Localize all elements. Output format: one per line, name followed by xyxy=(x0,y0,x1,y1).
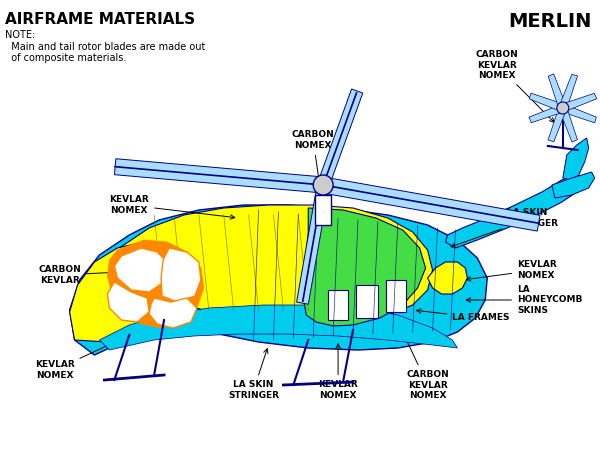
Circle shape xyxy=(557,102,569,114)
Polygon shape xyxy=(529,104,565,123)
Text: KEVLAR
NOMEX: KEVLAR NOMEX xyxy=(109,195,235,219)
Polygon shape xyxy=(70,243,181,342)
Polygon shape xyxy=(100,305,457,350)
Polygon shape xyxy=(119,205,433,322)
Polygon shape xyxy=(548,107,566,142)
Text: LA SKIN
STRINGER: LA SKIN STRINGER xyxy=(228,349,279,400)
Polygon shape xyxy=(115,248,167,292)
Polygon shape xyxy=(561,93,597,112)
Text: LA SKIN
STRINGER: LA SKIN STRINGER xyxy=(451,208,558,247)
Text: AIRFRAME MATERIALS: AIRFRAME MATERIALS xyxy=(5,12,195,27)
Polygon shape xyxy=(386,280,406,312)
Polygon shape xyxy=(70,205,487,355)
Polygon shape xyxy=(559,106,577,142)
Text: KEVLAR
NOMEX: KEVLAR NOMEX xyxy=(466,260,557,281)
Text: CARBON
KEVLAR
NOMEX: CARBON KEVLAR NOMEX xyxy=(476,50,554,122)
Polygon shape xyxy=(322,177,540,231)
Polygon shape xyxy=(107,240,204,328)
Polygon shape xyxy=(149,298,197,328)
Polygon shape xyxy=(328,290,348,320)
Polygon shape xyxy=(303,208,425,326)
Polygon shape xyxy=(563,138,589,180)
Polygon shape xyxy=(107,282,149,322)
Polygon shape xyxy=(562,104,596,123)
Polygon shape xyxy=(115,159,324,193)
Polygon shape xyxy=(161,248,201,302)
Text: CARBON
KEVLAR: CARBON KEVLAR xyxy=(38,265,160,285)
Text: CARBON
NOMEX: CARBON NOMEX xyxy=(292,130,335,206)
Polygon shape xyxy=(445,175,584,248)
FancyBboxPatch shape xyxy=(315,195,331,225)
Polygon shape xyxy=(548,74,566,110)
Polygon shape xyxy=(552,172,595,198)
Text: NOTE:
  Main and tail rotor blades are made out
  of composite materials.: NOTE: Main and tail rotor blades are mad… xyxy=(5,30,205,63)
Text: LA
HONEYCOMB
SKINS: LA HONEYCOMB SKINS xyxy=(466,285,583,315)
Polygon shape xyxy=(356,285,378,318)
Text: KEVLAR
NOMEX: KEVLAR NOMEX xyxy=(318,344,358,400)
Text: CARBON
KEVLAR
NOMEX: CARBON KEVLAR NOMEX xyxy=(404,335,449,400)
Polygon shape xyxy=(428,262,467,294)
Circle shape xyxy=(313,175,333,195)
Text: KEVLAR
NOMEX: KEVLAR NOMEX xyxy=(35,342,116,380)
Text: LA FRAMES: LA FRAMES xyxy=(416,309,510,322)
Text: MERLIN: MERLIN xyxy=(508,12,592,31)
Polygon shape xyxy=(559,74,578,109)
Polygon shape xyxy=(317,89,363,187)
Polygon shape xyxy=(529,93,564,112)
Polygon shape xyxy=(296,184,329,304)
